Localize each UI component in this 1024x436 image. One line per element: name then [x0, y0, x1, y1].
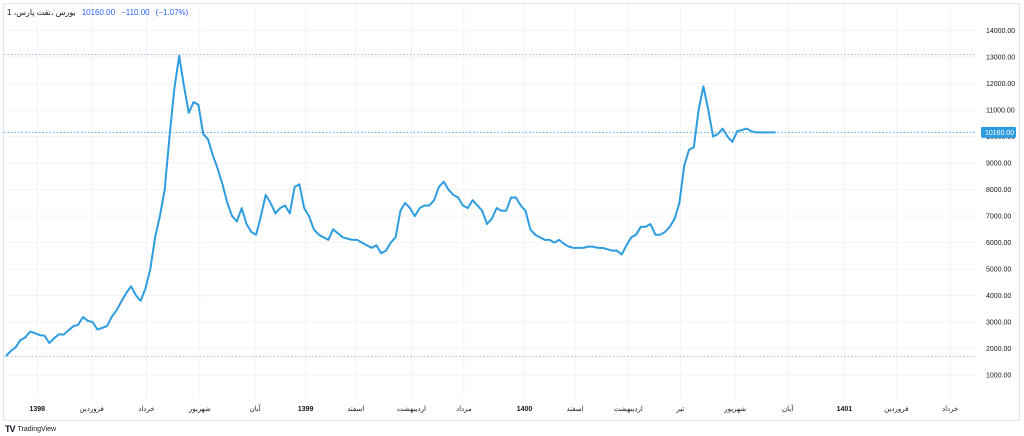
- chart-legend: بورس ،‌نفت پارس، 1 10160.00 −110.00 (−1.…: [7, 8, 188, 17]
- y-tick-label: 3000.00: [986, 320, 1011, 327]
- chart-frame: [3, 3, 1020, 421]
- y-tick-label: 6000.00: [986, 240, 1011, 247]
- brand-name[interactable]: TradingView: [17, 425, 57, 433]
- x-tick-label: 1400: [517, 406, 533, 413]
- y-tick-label: 5000.00: [986, 267, 1011, 274]
- x-tick-label: اسفند: [347, 405, 364, 413]
- y-tick-label: 12000.00: [986, 81, 1015, 88]
- legend-price: 10160.00: [81, 8, 116, 17]
- y-tick-label: 14000.00: [986, 28, 1015, 35]
- y-axis: 14000.0013000.0012000.0011000.0010000.00…: [986, 28, 1015, 380]
- x-tick-label: 1401: [837, 406, 853, 413]
- legend-change: −110.00: [121, 8, 150, 17]
- price-badge: 10160.00: [981, 126, 1016, 138]
- y-tick-label: 7000.00: [986, 214, 1011, 221]
- x-tick-label: خرداد: [942, 405, 958, 413]
- x-tick-label: شهریور: [188, 406, 211, 413]
- y-tick-label: 2000.00: [986, 346, 1011, 353]
- y-tick-label: 13000.00: [986, 55, 1015, 62]
- grid-layer: [4, 4, 976, 398]
- y-tick-label: 9000.00: [986, 161, 1011, 168]
- x-tick-label: 1399: [298, 406, 314, 413]
- x-axis: 1398 فروردین خرداد شهریور آبان 1399 اسفند اردیب…: [29, 403, 958, 413]
- x-tick-label: اردیبهشت: [614, 405, 643, 413]
- y-tick-label: 1000.00: [986, 373, 1011, 380]
- x-tick-label: آبان: [782, 403, 794, 413]
- y-tick-label: 4000.00: [986, 293, 1011, 300]
- x-tick-label: شهریور: [723, 406, 746, 413]
- x-tick-label: تیر: [675, 406, 684, 413]
- x-tick-label: اردیبهشت: [397, 405, 426, 413]
- reference-lines: [4, 54, 976, 357]
- x-tick-label: 1398: [29, 406, 45, 413]
- current-price-badge: [981, 126, 1016, 138]
- series-layer: [5, 54, 776, 357]
- x-tick-label: آبان: [250, 403, 262, 413]
- y-tick-label: 11000.00: [986, 108, 1015, 115]
- x-tick-label: فروردین: [884, 406, 908, 413]
- price-series-line[interactable]: [5, 54, 776, 357]
- x-tick-label: فروردین: [79, 406, 103, 413]
- footer: TV TradingView: [5, 423, 56, 435]
- x-tick-label: خرداد: [138, 405, 154, 413]
- legend-symbol: بورس ،‌نفت پارس، 1: [7, 8, 76, 17]
- x-tick-label: اسفند: [566, 405, 583, 413]
- legend-change-percent: (−1.07%): [155, 8, 189, 17]
- y-tick-label: 8000.00: [986, 187, 1011, 194]
- x-tick-label: مرداد: [456, 405, 472, 413]
- tradingview-logo-icon[interactable]: TV: [5, 424, 15, 434]
- current-price-label: 10160.00: [985, 130, 1014, 137]
